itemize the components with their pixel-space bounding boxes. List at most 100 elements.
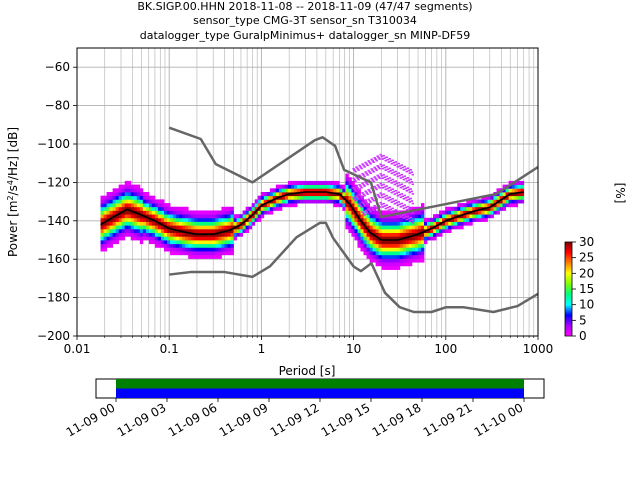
heatmap-cell (157, 214, 162, 219)
heatmap-cell (254, 214, 259, 219)
heatmap-cell (339, 195, 343, 200)
heatmap-cell (408, 243, 413, 248)
heatmap-cell (293, 199, 298, 204)
heatmap-cell (127, 203, 132, 208)
heatmap-cell (417, 228, 422, 234)
heatmap-cell (366, 164, 369, 167)
x-axis-label: Period [s] (279, 364, 336, 378)
heatmap-cell (194, 217, 198, 222)
heatmap-cell (182, 243, 186, 248)
heatmap-cell (420, 232, 425, 237)
heatmap-cell (351, 228, 355, 234)
heatmap-cell (345, 210, 349, 215)
heatmap-cell (148, 203, 153, 208)
heatmap-cell (390, 172, 393, 175)
heatmap-cell (398, 184, 401, 186)
heatmap-cell (383, 176, 386, 179)
heatmap-cell (339, 192, 343, 197)
heatmap-cell (407, 179, 411, 182)
heatmap-cell (327, 188, 331, 193)
heatmap-cell (130, 214, 135, 219)
heatmap-cell (478, 199, 482, 204)
heatmap-cell (373, 185, 376, 188)
colorbar-tick-label: 30 (579, 235, 594, 249)
heatmap-cell (376, 193, 379, 196)
heatmap-cell (366, 254, 370, 259)
heatmap-cell (405, 262, 410, 267)
heatmap-cell (139, 210, 144, 215)
heatmap-cell (167, 236, 171, 241)
heatmap-cell (109, 221, 114, 226)
heatmap-cell (148, 225, 153, 230)
heatmap-cell (118, 228, 123, 234)
heatmap-cell (359, 195, 362, 197)
heatmap-cell (454, 221, 458, 226)
heatmap-cell (212, 225, 216, 230)
heatmap-cell (309, 180, 313, 186)
heatmap-cell (209, 251, 213, 256)
heatmap-cell (142, 203, 147, 208)
heatmap-cell (133, 217, 138, 222)
heatmap-cell (354, 199, 358, 204)
heatmap-cell (384, 228, 389, 234)
heatmap-cell (336, 203, 340, 208)
heatmap-cell (278, 195, 283, 200)
heatmap-cell (451, 210, 455, 215)
heatmap-cell (411, 206, 416, 211)
heatmap-cell (191, 228, 195, 234)
heatmap-cell (390, 217, 395, 222)
heatmap-cell (369, 251, 373, 256)
heatmap-cell (206, 236, 210, 241)
heatmap-cell (182, 236, 186, 241)
heatmap-cell (357, 198, 360, 200)
heatmap-cell (275, 184, 280, 189)
heatmap-cell (351, 203, 355, 208)
heatmap-cell (139, 188, 144, 193)
heatmap-cell (160, 221, 165, 226)
heatmap-cell (179, 232, 183, 237)
heatmap-cell (142, 221, 147, 226)
heatmap-cell (167, 228, 171, 234)
heatmap-cell (502, 184, 506, 189)
heatmap-cell (136, 199, 141, 204)
heatmap-cell (396, 185, 399, 187)
heatmap-cell (269, 188, 274, 193)
heatmap-cell (103, 243, 107, 248)
heatmap-cell (245, 214, 250, 219)
heatmap-cell (393, 232, 398, 237)
heatmap-cell (357, 178, 360, 181)
heatmap-cell (233, 221, 237, 226)
heatmap-cell (112, 225, 117, 230)
heatmap-cell (369, 240, 373, 245)
heatmap-cell (221, 228, 225, 234)
heatmap-cell (151, 210, 156, 215)
heatmap-cell (106, 214, 110, 219)
heatmap-cell (354, 203, 358, 208)
heatmap-cell (151, 195, 156, 200)
heatmap-cell (393, 265, 398, 270)
heatmap-cell (407, 189, 411, 191)
x-tick-label: 0.1 (160, 342, 179, 356)
heatmap-cell (388, 186, 391, 189)
heatmap-cell (387, 199, 390, 202)
heatmap-cell (139, 228, 144, 234)
heatmap-cell (484, 203, 488, 208)
heatmap-cell (478, 214, 482, 219)
heatmap-cell (390, 247, 395, 252)
heatmap-cell (203, 251, 207, 256)
timeline-tick-label: 11-09 00 (64, 400, 118, 439)
heatmap-cell (381, 221, 386, 226)
heatmap-cell (345, 225, 349, 230)
heatmap-cell (414, 236, 419, 241)
heatmap-cell (368, 199, 371, 202)
heatmap-cell (353, 169, 356, 171)
heatmap-cell (354, 192, 358, 197)
heatmap-cell (408, 217, 413, 222)
heatmap-cell (254, 210, 259, 215)
heatmap-cell (381, 243, 386, 248)
heatmap-cell (164, 206, 168, 211)
heatmap-cell (157, 203, 162, 208)
heatmap-cell (375, 228, 380, 234)
heatmap-cell (148, 221, 153, 226)
heatmap-cell (399, 240, 404, 245)
